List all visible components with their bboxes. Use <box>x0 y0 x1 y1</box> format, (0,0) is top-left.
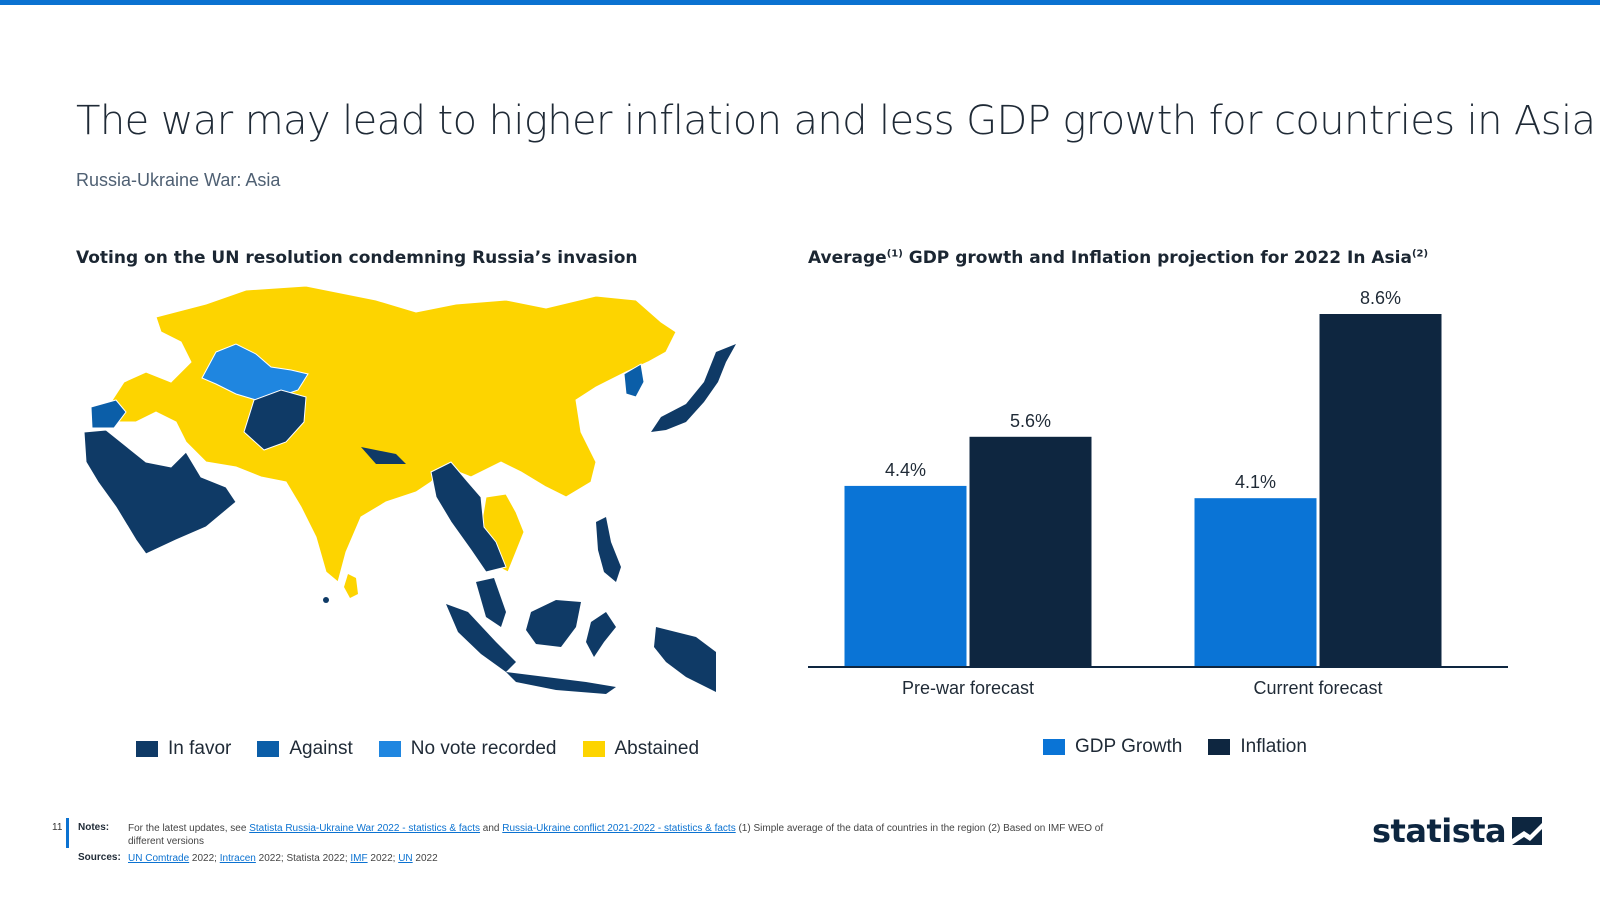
region-in-favor-philippines <box>596 517 621 582</box>
region-in-favor-afghanistan <box>243 389 307 451</box>
region-in-favor-java <box>506 672 616 694</box>
bar-inflation-0 <box>969 436 1092 666</box>
region-in-favor-japan <box>651 344 736 432</box>
chart-title-footnote-1: (1) <box>886 248 903 260</box>
link-un[interactable]: UN <box>398 853 413 864</box>
legend-swatch-against <box>257 741 280 757</box>
link-intracen[interactable]: Intracen <box>219 853 256 864</box>
data-label-inflation-1: 8.6% <box>1360 290 1401 308</box>
map-title: Voting on the UN resolution condemning R… <box>76 248 638 268</box>
category-label-0: Pre-war forecast <box>902 678 1034 698</box>
region-in-favor-arabia <box>83 429 237 555</box>
legend-swatch-abstained <box>582 741 605 757</box>
chart-title: Average(1) GDP growth and Inflation proj… <box>808 248 1428 268</box>
region-abstained-srilanka <box>344 574 358 598</box>
notes-prefix: For the latest updates, see <box>128 823 250 834</box>
page-number: 11 <box>52 822 63 833</box>
region-in-favor-borneo <box>526 600 581 647</box>
legend-item-in-favor: In favor <box>136 738 231 760</box>
sources-text: UN Comtrade 2022; Intracen 2022; Statist… <box>128 852 1138 865</box>
region-against-korea <box>623 363 645 398</box>
category-label-1: Current forecast <box>1253 678 1382 698</box>
link-un-comtrade[interactable]: UN Comtrade <box>128 853 190 864</box>
notes-text: For the latest updates, see Statista Rus… <box>128 822 1138 848</box>
legend-label-no-vote: No vote recorded <box>410 738 557 759</box>
sources-rest-2: 2022; Statista 2022; <box>255 853 351 864</box>
legend-item-gdp-growth: GDP Growth <box>1043 736 1182 758</box>
legend-swatch-gdp-growth <box>1043 739 1065 755</box>
bar-inflation-1 <box>1319 314 1442 666</box>
legend-item-no-vote: No vote recorded <box>378 738 557 760</box>
chart-title-footnote-2: (2) <box>1411 248 1429 260</box>
legend-item-abstained: Abstained <box>582 738 700 760</box>
page-title: The war may lead to higher inflation and… <box>76 98 1596 144</box>
bar-gdp-growth-0 <box>844 485 967 666</box>
link-imf[interactable]: IMF <box>350 853 368 864</box>
asia-vote-map <box>83 285 736 694</box>
bar-gdp-growth-1 <box>1194 498 1317 666</box>
legend-swatch-no-vote <box>378 741 401 757</box>
legend-swatch-in-favor <box>136 741 158 757</box>
page-subtitle: Russia-Ukraine War: Asia <box>76 170 281 190</box>
region-in-favor-sumatra <box>446 604 516 672</box>
footer-accent-rule <box>66 818 69 848</box>
region-abstained-north <box>110 285 677 583</box>
link-russia-ukraine-conflict[interactable]: Russia-Ukraine conflict 2021-2022 - stat… <box>502 823 736 834</box>
legend-label-abstained: Abstained <box>614 738 700 759</box>
statista-logo-text: statista <box>1372 812 1507 850</box>
sources-label: Sources: <box>78 852 121 863</box>
region-in-favor-myanmar <box>430 461 507 573</box>
data-label-gdp-growth-1: 4.1% <box>1235 472 1276 492</box>
legend-item-against: Against <box>257 738 353 760</box>
region-in-favor-sulawesi <box>586 612 616 657</box>
legend-label-inflation: Inflation <box>1240 736 1307 757</box>
map-legend: In favor Against No vote recorded Abstai… <box>136 738 699 760</box>
region-no-vote-central-asia <box>201 343 309 401</box>
region-in-favor-turkey <box>90 399 127 429</box>
data-label-gdp-growth-0: 4.4% <box>885 460 926 480</box>
sources-year-4: 2022 <box>412 853 438 864</box>
legend-swatch-inflation <box>1208 739 1231 755</box>
notes-suffix: (1) Simple average of the data of countr… <box>128 823 1104 847</box>
top-accent-bar <box>0 0 1600 5</box>
statista-logo-icon <box>1512 817 1543 845</box>
chart-title-rest: GDP growth and Inflation projection for … <box>902 248 1412 268</box>
sources-year-3: 2022; <box>367 853 399 864</box>
legend-label-gdp-growth: GDP Growth <box>1075 736 1183 757</box>
notes-and: and <box>480 823 503 834</box>
legend-label-in-favor: In favor <box>168 738 232 759</box>
bar-chart: 4.4% 5.6% Pre-war forecast 4.1% 8.6% Current … <box>808 290 1508 698</box>
region-in-favor-bhutan-nepal <box>361 447 406 464</box>
notes-label: Notes: <box>78 822 110 833</box>
region-in-favor-new-guinea <box>654 627 716 692</box>
link-statista-war-facts[interactable]: Statista Russia-Ukraine War 2022 - stati… <box>249 823 481 834</box>
data-label-inflation-0: 5.6% <box>1010 411 1051 431</box>
region-in-favor-malaysia <box>476 578 506 627</box>
chart-title-main: Average <box>808 248 887 268</box>
statista-logo[interactable]: statista <box>1372 812 1543 850</box>
legend-item-inflation: Inflation <box>1208 736 1307 758</box>
region-in-favor-maldives <box>323 597 329 603</box>
sources-year-1: 2022; <box>189 853 220 864</box>
legend-label-against: Against <box>289 738 353 759</box>
chart-legend: GDP Growth Inflation <box>1043 736 1307 758</box>
